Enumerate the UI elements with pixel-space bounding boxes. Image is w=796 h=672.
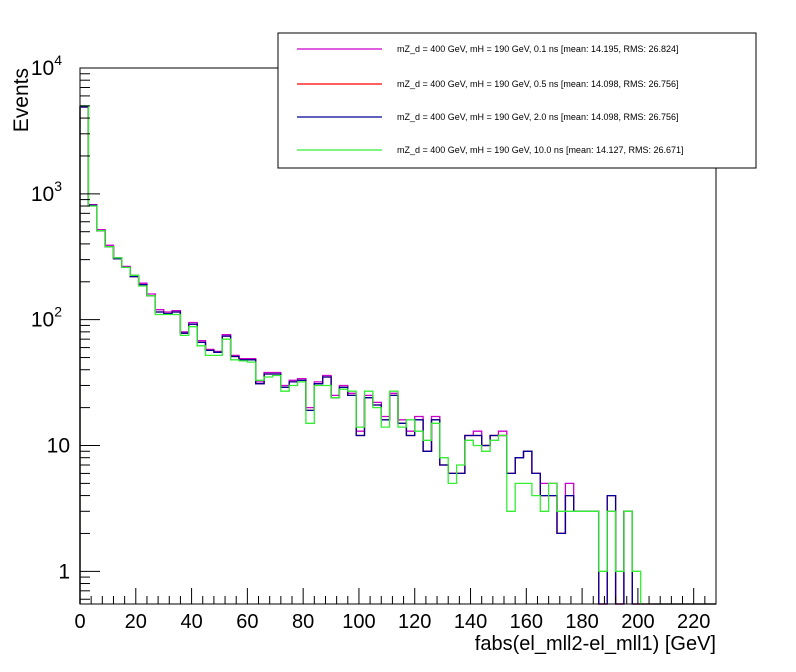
series-line-3 xyxy=(79,105,716,605)
y-tick-label: 103 xyxy=(31,178,62,206)
legend-entry: mZ_d = 400 GeV, mH = 190 GeV, 0.1 ns [me… xyxy=(397,44,679,54)
x-tick-label: 180 xyxy=(565,611,598,633)
x-tick-label: 200 xyxy=(621,611,654,633)
y-tick-label: 104 xyxy=(31,52,62,80)
y-tick-label: 10 xyxy=(47,434,70,457)
legend-entry: mZ_d = 400 GeV, mH = 190 GeV, 10.0 ns [m… xyxy=(397,145,684,155)
x-tick-label: 100 xyxy=(342,611,375,633)
x-tick-label: 120 xyxy=(398,611,431,633)
legend: mZ_d = 400 GeV, mH = 190 GeV, 0.1 ns [me… xyxy=(277,32,757,169)
x-tick-label: 40 xyxy=(180,611,202,633)
x-tick-label: 60 xyxy=(236,611,258,633)
y-axis-label: Events xyxy=(10,68,33,132)
legend-box xyxy=(277,32,757,169)
x-tick-label: 20 xyxy=(125,611,147,633)
series-line-1 xyxy=(79,106,716,605)
y-axis: 1 10 102 103 104 xyxy=(31,52,100,600)
series-line-0 xyxy=(79,106,716,605)
x-tick-label: 80 xyxy=(292,611,314,633)
series-group xyxy=(79,105,716,605)
y-tick-label: 102 xyxy=(31,304,62,332)
legend-entry: mZ_d = 400 GeV, mH = 190 GeV, 2.0 ns [me… xyxy=(397,112,679,122)
series-line-2 xyxy=(79,106,716,605)
x-tick-label: 220 xyxy=(677,611,710,633)
legend-entry: mZ_d = 400 GeV, mH = 190 GeV, 0.5 ns [me… xyxy=(397,79,679,89)
y-tick-label: 1 xyxy=(58,560,70,583)
x-tick-label: 0 xyxy=(74,611,85,633)
x-tick-label: 140 xyxy=(454,611,487,633)
x-tick-label: 160 xyxy=(510,611,543,633)
x-axis: 0 20 40 60 80 100 120 140 160 180 200 220 xyxy=(74,588,717,633)
x-axis-label: fabs(el_mll2-el_mll1) [GeV] xyxy=(475,633,716,655)
